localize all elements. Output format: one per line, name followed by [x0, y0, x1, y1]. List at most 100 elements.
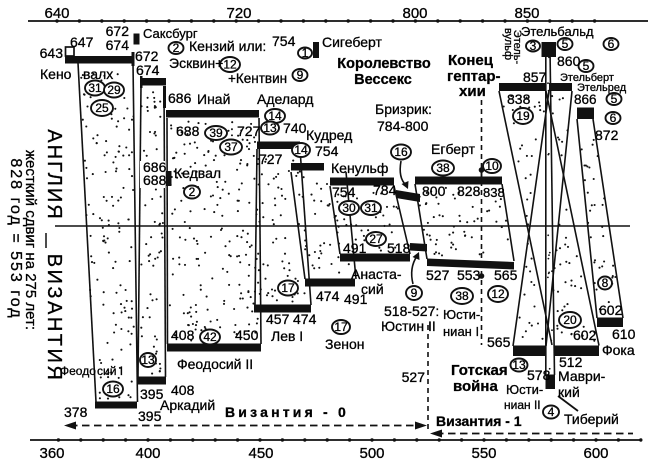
svg-text:12: 12 [491, 287, 505, 301]
svg-text:+Кентвин: +Кентвин [228, 71, 287, 86]
svg-text:9: 9 [297, 68, 304, 82]
svg-text:вульф: вульф [502, 28, 514, 60]
svg-text:686: 686 [143, 159, 167, 175]
svg-text:20: 20 [563, 313, 577, 327]
svg-text:400: 400 [135, 445, 160, 462]
svg-text:Феодо: Феодо [60, 364, 96, 378]
svg-text:450: 450 [248, 445, 273, 462]
svg-text:ниан I: ниан I [443, 324, 479, 339]
svg-text:Лев I: Лев I [271, 328, 303, 344]
svg-text:866: 866 [574, 92, 597, 107]
svg-text:Готская: Готская [451, 362, 508, 379]
svg-text:500: 500 [359, 445, 384, 462]
svg-text:578: 578 [527, 367, 551, 383]
svg-text:Инай: Инай [197, 91, 230, 107]
svg-text:ВИЗАНТИЯ: ВИЗАНТИЯ [43, 254, 65, 383]
svg-text:Этельберт: Этельберт [560, 72, 614, 84]
svg-text:кий: кий [558, 384, 580, 400]
svg-text:800: 800 [422, 183, 446, 199]
svg-text:474: 474 [316, 288, 340, 304]
svg-text:39: 39 [209, 126, 223, 140]
svg-text:565: 565 [487, 334, 511, 350]
svg-text:450: 450 [235, 327, 259, 343]
svg-text:война: война [453, 378, 498, 395]
svg-text:Королевство: Королевство [337, 56, 431, 72]
svg-text:800: 800 [402, 5, 427, 22]
svg-text:850: 850 [514, 5, 539, 22]
svg-text:740: 740 [283, 120, 307, 136]
svg-text:395: 395 [138, 408, 162, 424]
svg-text:38: 38 [436, 161, 450, 175]
svg-text:Этельред: Этельред [577, 82, 627, 94]
svg-text:838: 838 [483, 185, 505, 200]
svg-text:784-800: 784-800 [377, 118, 429, 134]
svg-text:Маври-: Маври- [558, 368, 606, 384]
svg-text:ниан II: ниан II [504, 398, 541, 412]
svg-text:Юстин II: Юстин II [381, 318, 436, 334]
svg-text:408: 408 [171, 327, 195, 343]
svg-text:Бризрик:: Бризрик: [375, 101, 432, 117]
svg-text:19: 19 [516, 109, 530, 123]
svg-text:674: 674 [106, 37, 130, 53]
svg-text:857: 857 [523, 69, 547, 85]
svg-text:527: 527 [426, 267, 450, 283]
svg-text:Кензий или:: Кензий или: [189, 38, 266, 54]
svg-text:378: 378 [64, 404, 88, 420]
svg-text:42: 42 [203, 330, 217, 344]
svg-text:688: 688 [143, 172, 167, 188]
svg-text:518: 518 [387, 240, 411, 256]
svg-text:688: 688 [176, 123, 200, 139]
svg-text:Кудред: Кудред [306, 127, 352, 143]
svg-text:828 год = 553 год: 828 год = 553 год [7, 158, 24, 319]
svg-text:5: 5 [611, 92, 618, 106]
svg-text:жесткий сдвиг на 275 лет:: жесткий сдвиг на 275 лет: [22, 150, 39, 330]
svg-text:672: 672 [106, 23, 130, 39]
svg-text:512: 512 [559, 354, 583, 370]
svg-text:5: 5 [562, 37, 569, 51]
svg-text:640: 640 [44, 5, 69, 22]
svg-text:30: 30 [342, 201, 356, 215]
svg-text:5: 5 [583, 59, 590, 73]
svg-text:727: 727 [237, 123, 261, 139]
svg-text:518-527:: 518-527: [384, 303, 439, 319]
svg-text:16: 16 [106, 382, 120, 396]
svg-text:Этель-: Этель- [511, 30, 523, 65]
svg-text:Анаста-: Анаста- [351, 266, 402, 282]
svg-text:491: 491 [343, 240, 367, 256]
svg-text:6: 6 [608, 37, 615, 51]
svg-text::: : [230, 123, 234, 139]
svg-text:565: 565 [494, 267, 518, 283]
svg-text:10: 10 [485, 159, 499, 173]
svg-text:Зенон: Зенон [325, 336, 365, 352]
svg-text:408: 408 [171, 382, 195, 398]
svg-text:14: 14 [268, 109, 282, 123]
svg-text:Этельбальд: Этельбальд [521, 24, 594, 39]
svg-text:25: 25 [95, 101, 109, 115]
svg-text:31: 31 [88, 81, 102, 95]
svg-text:12: 12 [223, 58, 237, 72]
svg-text:27: 27 [369, 232, 383, 246]
svg-text:Кедвал: Кедвал [174, 165, 221, 181]
svg-text:Сигеберт: Сигеберт [322, 34, 382, 50]
svg-text:13: 13 [263, 121, 277, 135]
svg-text:13: 13 [141, 353, 155, 367]
svg-text:17: 17 [334, 320, 348, 334]
svg-text:Юсти-: Юсти- [443, 307, 480, 322]
svg-text:Феодосий II: Феодосий II [177, 356, 253, 372]
svg-text:754: 754 [315, 143, 339, 159]
svg-text:Византия - 0: Византия - 0 [225, 404, 349, 420]
svg-text:860: 860 [557, 53, 581, 69]
svg-text:828: 828 [457, 183, 481, 199]
svg-text:550: 550 [471, 445, 496, 462]
svg-text:610: 610 [612, 326, 636, 342]
svg-text:360: 360 [39, 445, 64, 462]
svg-text:474: 474 [293, 311, 317, 327]
svg-text:754: 754 [272, 33, 296, 49]
svg-text:Византия - 1: Византия - 1 [436, 413, 522, 429]
svg-text:9: 9 [411, 286, 418, 300]
svg-text:Юсти-: Юсти- [506, 382, 543, 397]
svg-text:553: 553 [457, 267, 481, 283]
svg-text:527: 527 [402, 369, 426, 385]
svg-text:17: 17 [281, 281, 295, 295]
svg-text:602: 602 [599, 302, 623, 318]
